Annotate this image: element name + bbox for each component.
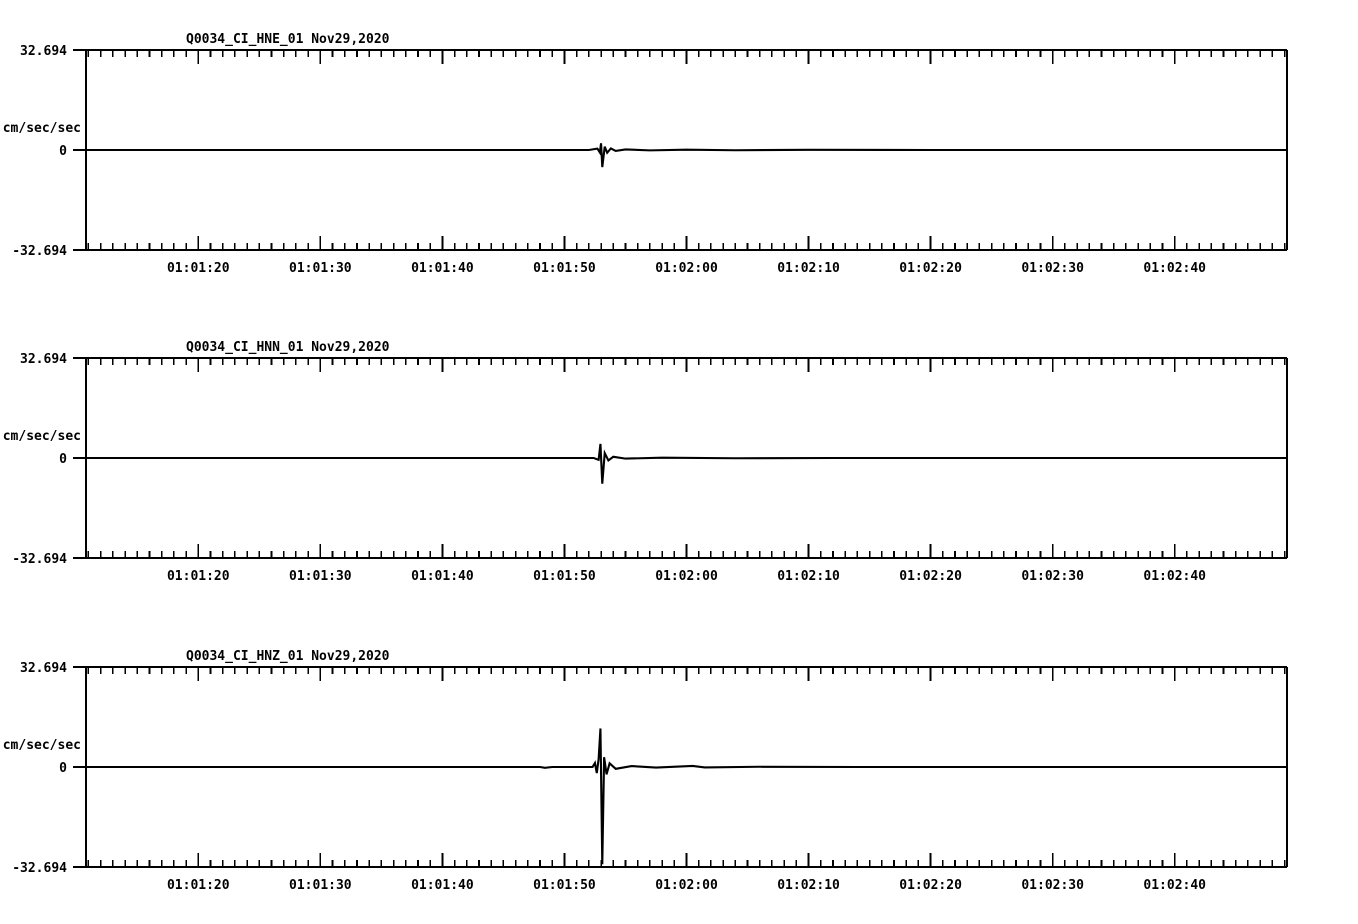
x-axis-ticks [87, 50, 1286, 250]
x-axis-tick-label: 01:02:40 [1143, 878, 1206, 893]
x-axis-tick-label: 01:01:50 [533, 261, 596, 276]
x-axis-tick-label: 01:02:00 [655, 569, 718, 584]
x-axis-tick-label: 01:01:30 [289, 569, 352, 584]
y-axis-zero-label: 0 [59, 761, 67, 776]
x-axis-tick-label: 01:01:40 [411, 878, 474, 893]
waveform-panel-hne: Q0034_CI_HNE_01 Nov29,2020 32.694 0 -32.694… [0, 0, 1358, 307]
y-axis-ticks [73, 666, 86, 868]
panel-canvas: Q0034_CI_HNE_01 Nov29,2020 32.694 0 -32.694… [3, 32, 1288, 276]
x-axis-tick-label: 01:01:40 [411, 569, 474, 584]
y-axis-min-label: -32.694 [12, 861, 67, 876]
x-axis-tick-label: 01:01:30 [289, 261, 352, 276]
x-axis-tick-label: 01:01:30 [289, 878, 352, 893]
panel-title: Q0034_CI_HNZ_01 Nov29,2020 [186, 649, 390, 664]
panel-title: Q0034_CI_HNN_01 Nov29,2020 [186, 340, 390, 355]
y-axis-min-label: -32.694 [12, 552, 67, 567]
x-axis-ticks [87, 667, 1286, 867]
panel-canvas: Q0034_CI_HNN_01 Nov29,2020 32.694 0 -32.694… [3, 340, 1288, 584]
x-axis-tick-label: 01:01:40 [411, 261, 474, 276]
x-axis-tick-label: 01:02:40 [1143, 569, 1206, 584]
x-axis-tick-labels: 01:01:20 01:01:30 01:01:40 01:01:50 01:02:00… [167, 569, 1206, 584]
y-axis-unit-label: cm/sec/sec [3, 738, 81, 753]
y-axis-unit-label: cm/sec/sec [3, 429, 81, 444]
y-axis-ticks [73, 49, 86, 251]
waveform-panel-hnz: Q0034_CI_HNZ_01 Nov29,2020 32.694 0 -32.694… [0, 617, 1358, 924]
y-axis-max-label: 32.694 [20, 661, 67, 676]
x-axis-tick-label: 01:02:20 [899, 878, 962, 893]
y-axis-max-label: 32.694 [20, 44, 67, 59]
waveform-trace [86, 443, 1287, 484]
x-axis-tick-label: 01:02:40 [1143, 261, 1206, 276]
x-axis-tick-label: 01:01:20 [167, 569, 230, 584]
x-axis-tick-label: 01:01:20 [167, 261, 230, 276]
x-axis-tick-label: 01:02:30 [1021, 261, 1084, 276]
x-axis-tick-labels: 01:01:20 01:01:30 01:01:40 01:01:50 01:02:00… [167, 261, 1206, 276]
y-axis-zero-label: 0 [59, 452, 67, 467]
waveform-trace [86, 728, 1287, 865]
x-axis-tick-label: 01:02:10 [777, 261, 840, 276]
y-axis-zero-label: 0 [59, 144, 67, 159]
x-axis-tick-label: 01:02:10 [777, 569, 840, 584]
y-axis-unit-label: cm/sec/sec [3, 121, 81, 136]
x-axis-tick-label: 01:02:20 [899, 569, 962, 584]
x-axis-tick-labels: 01:01:20 01:01:30 01:01:40 01:01:50 01:02:00… [167, 878, 1206, 893]
x-axis-tick-label: 01:02:00 [655, 878, 718, 893]
x-axis-tick-label: 01:02:20 [899, 261, 962, 276]
x-axis-ticks [87, 358, 1286, 558]
x-axis-tick-label: 01:01:50 [533, 569, 596, 584]
y-axis-max-label: 32.694 [20, 352, 67, 367]
waveform-trace [86, 143, 1287, 168]
waveform-panel-hnn: Q0034_CI_HNN_01 Nov29,2020 32.694 0 -32.694… [0, 308, 1358, 615]
y-axis-ticks [73, 357, 86, 559]
x-axis-tick-label: 01:02:10 [777, 878, 840, 893]
x-axis-tick-label: 01:02:30 [1021, 878, 1084, 893]
y-axis-min-label: -32.694 [12, 244, 67, 259]
x-axis-tick-label: 01:02:00 [655, 261, 718, 276]
x-axis-tick-label: 01:01:50 [533, 878, 596, 893]
x-axis-tick-label: 01:01:20 [167, 878, 230, 893]
panel-title: Q0034_CI_HNE_01 Nov29,2020 [186, 32, 390, 47]
x-axis-tick-label: 01:02:30 [1021, 569, 1084, 584]
panel-canvas: Q0034_CI_HNZ_01 Nov29,2020 32.694 0 -32.694… [3, 649, 1288, 893]
